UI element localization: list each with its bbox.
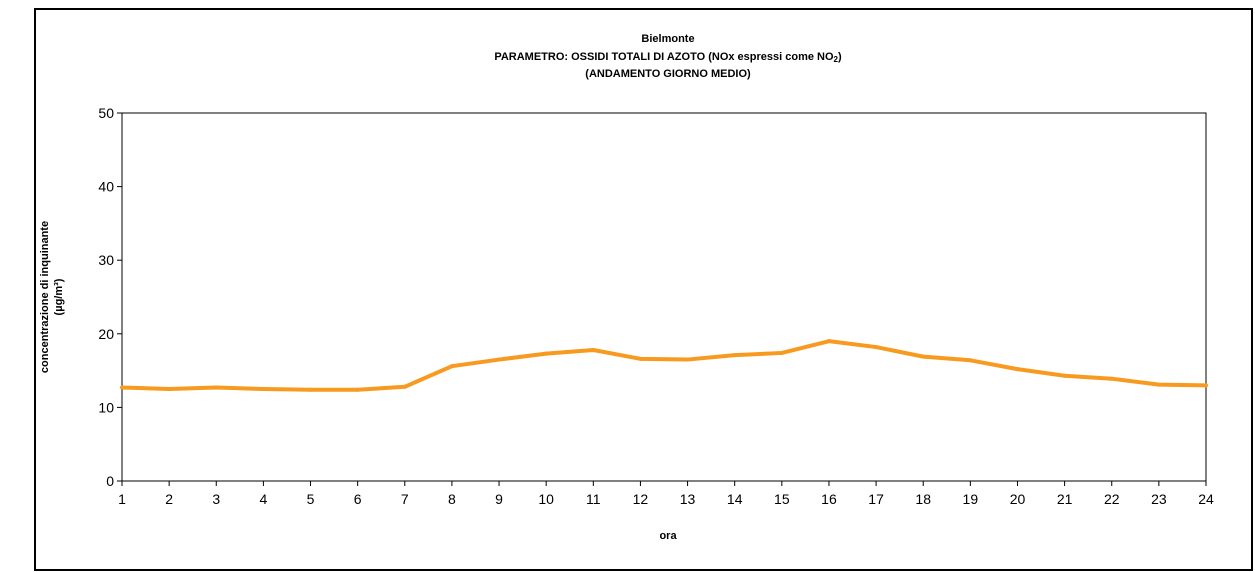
x-tick-label: 10 [538, 491, 554, 507]
x-tick-label: 15 [774, 491, 790, 507]
chart-subtitle-1-main: PARAMETRO: OSSIDI TOTALI DI AZOTO (NOx e… [494, 51, 834, 63]
data-point [826, 339, 831, 344]
data-point [497, 357, 502, 362]
x-tick-label: 22 [1104, 491, 1120, 507]
data-point [214, 385, 219, 390]
data-point [1204, 383, 1208, 388]
x-tick-label: 18 [915, 491, 931, 507]
y-tick-label: 30 [98, 252, 114, 268]
data-point [968, 358, 973, 363]
data-point [120, 385, 124, 390]
y-tick-label: 40 [98, 179, 114, 195]
series-line-0 [121, 339, 1207, 392]
x-tick-label: 11 [586, 491, 601, 507]
x-tick-label: 7 [401, 491, 409, 507]
chart-subtitle-1-end: ) [838, 51, 842, 63]
plot-area [121, 112, 1207, 482]
data-point [261, 387, 266, 391]
x-tick-label: 21 [1057, 491, 1073, 507]
x-tick-label: 6 [354, 491, 362, 507]
x-tick-label: 3 [212, 491, 220, 507]
x-axis-label: ora [659, 530, 677, 542]
data-point [402, 384, 407, 389]
x-tick-label: 17 [868, 491, 884, 507]
chart-subtitle-1: PARAMETRO: OSSIDI TOTALI DI AZOTO (NOx e… [494, 51, 842, 64]
data-point [167, 387, 172, 391]
y-axis-label-line1: concentrazione di inquinante [39, 221, 51, 373]
x-tick-label: 24 [1198, 491, 1214, 507]
x-axis-ticks: 1 2 3 4 5 6 7 8 9 10 11 12 13 14 15 16 17 18 19 20 21 22 23 24 [118, 481, 1214, 507]
data-point [1062, 373, 1067, 378]
y-tick-label: 10 [98, 399, 114, 415]
data-point [732, 353, 737, 358]
chart-subtitle-2: (ANDAMENTO GIORNO MEDIO) [585, 68, 751, 80]
y-axis-label-line2: (µg/m³) [53, 278, 65, 315]
x-tick-label: 19 [963, 491, 979, 507]
data-point [1109, 376, 1114, 381]
data-point [1156, 382, 1161, 387]
x-tick-label: 8 [448, 491, 456, 507]
data-point [544, 351, 549, 356]
x-tick-label: 1 [118, 491, 126, 507]
data-point [638, 356, 643, 361]
x-tick-label: 20 [1010, 491, 1026, 507]
series-layer [120, 339, 1208, 392]
x-tick-label: 5 [307, 491, 315, 507]
x-tick-label: 13 [680, 491, 696, 507]
x-tick-label: 9 [495, 491, 503, 507]
chart-svg: Bielmonte PARAMETRO: OSSIDI TOTALI DI AZ… [39, 33, 1214, 542]
y-tick-label: 20 [98, 326, 114, 342]
y-axis-ticks: 0 10 20 30 40 50 [98, 105, 122, 489]
data-point [1015, 367, 1020, 372]
data-point [591, 347, 596, 352]
y-tick-label: 50 [98, 105, 114, 121]
x-tick-label: 2 [165, 491, 173, 507]
chart-subtitle-1-sub: 2 [834, 55, 839, 64]
chart-title: Bielmonte [641, 33, 694, 45]
data-point [449, 364, 454, 369]
x-tick-label: 12 [633, 491, 649, 507]
x-tick-label: 16 [821, 491, 837, 507]
data-point [874, 345, 879, 350]
x-tick-label: 14 [727, 491, 743, 507]
chart-frame: Bielmonte PARAMETRO: OSSIDI TOTALI DI AZ… [34, 8, 1253, 571]
data-point [779, 350, 784, 355]
x-tick-label: 23 [1151, 491, 1167, 507]
x-tick-label: 4 [259, 491, 267, 507]
data-point [308, 387, 313, 392]
data-point [355, 387, 360, 392]
data-point [685, 357, 690, 362]
data-point [921, 354, 926, 359]
y-tick-label: 0 [106, 473, 114, 489]
